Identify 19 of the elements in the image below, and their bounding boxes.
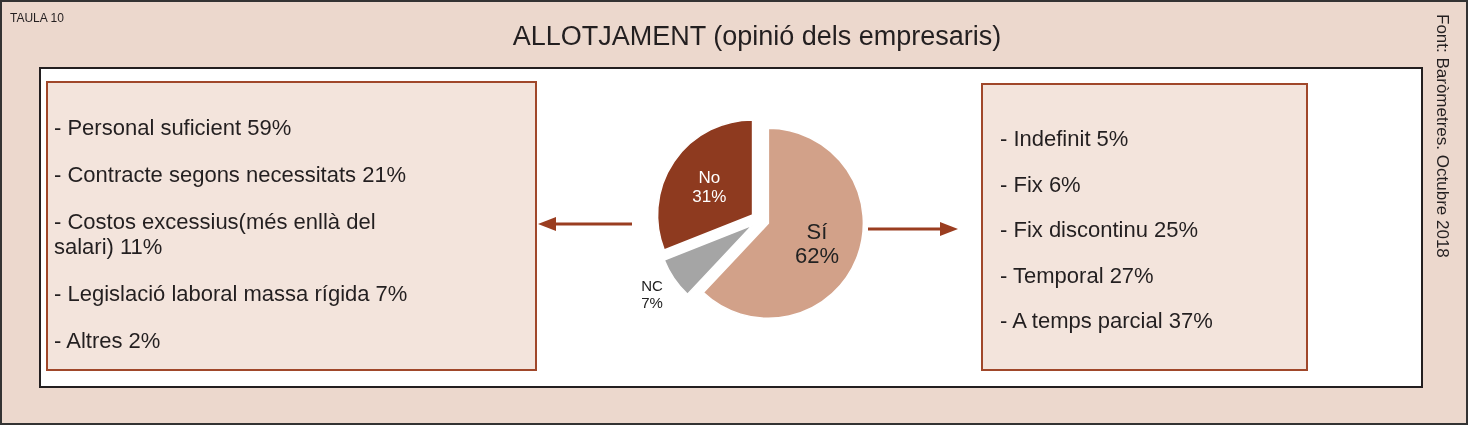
slice-label: NC: [641, 277, 663, 295]
text: - Fix 6%: [1000, 171, 1081, 197]
slice-label: No: [698, 168, 721, 188]
data-label: 7%: [641, 293, 663, 311]
data-label: 31%: [692, 186, 727, 206]
text: - Temporal 27%: [1000, 262, 1154, 288]
text: - A temps parcial 37%: [1000, 308, 1213, 333]
text: Font: Baròmetres. Octubre 2018: [1433, 14, 1452, 258]
text: - Altres 2%: [54, 328, 161, 353]
text: - Personal suficient 59%: [54, 115, 292, 140]
chart-title: ALLOTJAMENT (opinió dels empresaris): [512, 21, 1002, 51]
text: TAULA 10: [10, 11, 65, 25]
text: - Legislació laboral massa rígida 7%: [54, 281, 408, 306]
text: - Indefinit 5%: [1000, 126, 1129, 151]
text: - Costos excessius(més enllà del salari) 11%: [54, 209, 376, 259]
text: - Contracte segons necessitats 21%: [54, 162, 407, 187]
slice-label: Sí: [806, 219, 828, 245]
text: - Fix discontinu 25%: [1000, 217, 1199, 242]
data-label: 62%: [794, 243, 839, 269]
